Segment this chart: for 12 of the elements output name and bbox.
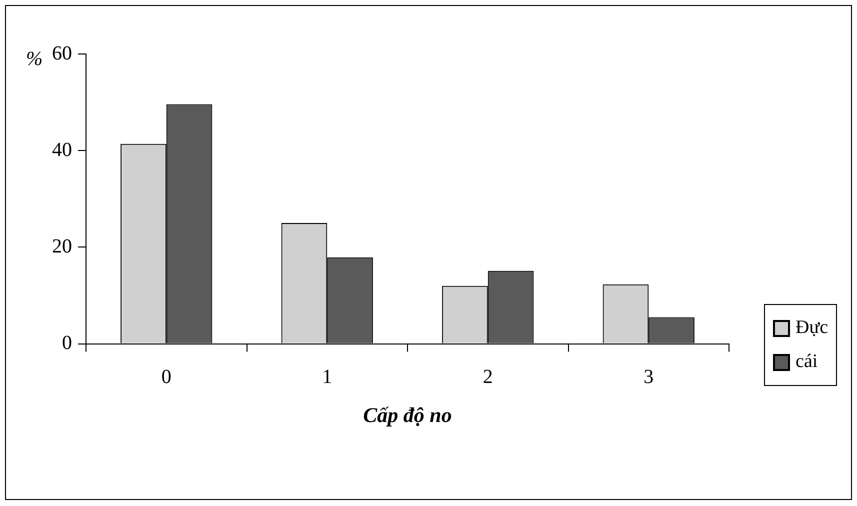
- y-tick-label: 20: [52, 235, 72, 258]
- y-tick-label: 40: [52, 138, 72, 161]
- x-axis-title: Cấp độ no: [363, 402, 452, 427]
- x-tick-label: 2: [482, 366, 493, 388]
- x-tick-label: 1: [322, 366, 332, 388]
- x-tick-label: 0: [161, 366, 172, 388]
- legend-label: cái: [796, 350, 818, 374]
- x-tick-label: 3: [644, 366, 654, 388]
- y-tick-label: 0: [62, 332, 72, 354]
- legend-label: Đực: [796, 316, 828, 340]
- y-tick-label: 60: [52, 42, 72, 64]
- y-axis-title: %: [26, 48, 43, 71]
